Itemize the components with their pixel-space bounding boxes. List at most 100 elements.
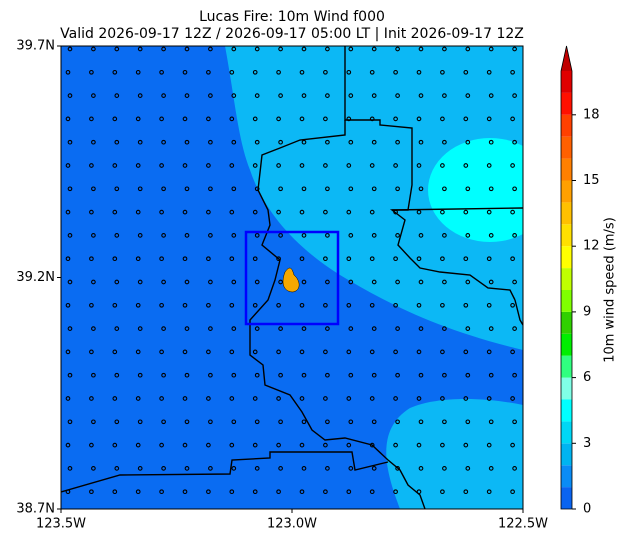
station-dot xyxy=(465,326,471,331)
station-dot xyxy=(301,372,307,378)
station-dot xyxy=(488,186,494,192)
colorbar-band xyxy=(561,311,572,334)
station-dot xyxy=(229,349,235,355)
station-dot xyxy=(91,46,96,52)
station-dot xyxy=(442,326,447,331)
station-dot xyxy=(442,372,447,378)
station-dot xyxy=(395,233,400,238)
station-dot xyxy=(114,372,120,378)
station-dot xyxy=(371,93,377,98)
station-dot xyxy=(65,396,71,401)
station-dot xyxy=(465,233,471,238)
station-dot xyxy=(184,279,190,285)
station-dot xyxy=(393,396,398,401)
station-dot xyxy=(348,233,354,238)
station-dot xyxy=(112,396,118,401)
station-dot xyxy=(161,419,166,425)
station-dot xyxy=(299,256,305,262)
station-dot xyxy=(159,209,164,215)
station-dot xyxy=(369,163,375,168)
station-dot xyxy=(325,466,330,471)
station-dot xyxy=(510,69,515,75)
station-dot xyxy=(323,256,328,262)
station-dot xyxy=(112,163,118,168)
station-dot xyxy=(325,93,330,98)
station-dot xyxy=(371,419,377,425)
station-dot xyxy=(91,326,96,331)
colorbar-band xyxy=(561,355,572,378)
station-dot xyxy=(206,209,211,215)
station-dot xyxy=(301,93,307,98)
station-dot xyxy=(486,256,492,262)
station-dot xyxy=(276,349,281,355)
station-dot xyxy=(137,326,143,331)
chart-title: Lucas Fire: 10m Wind f000 xyxy=(199,9,385,25)
station-dot xyxy=(91,93,96,98)
station-dot xyxy=(512,279,517,285)
station-dot xyxy=(159,256,164,262)
station-dot xyxy=(348,186,354,192)
station-dot xyxy=(416,163,422,168)
station-dot xyxy=(369,69,375,75)
station-dot xyxy=(254,233,260,238)
station-dot xyxy=(206,302,211,308)
station-dot xyxy=(231,279,237,285)
station-dot xyxy=(208,466,213,471)
station-dot xyxy=(416,396,422,401)
station-dot xyxy=(276,256,281,262)
station-dot xyxy=(67,93,73,98)
station-dot xyxy=(323,69,328,75)
colorbar-tick-label: 12 xyxy=(583,239,600,254)
station-dot xyxy=(206,256,211,262)
station-dot xyxy=(486,489,492,495)
station-dot xyxy=(112,209,118,215)
station-dot xyxy=(440,489,445,495)
station-dot xyxy=(440,116,445,122)
colorbar-band xyxy=(561,399,572,422)
station-dot xyxy=(323,442,328,448)
colorbar-extend xyxy=(561,46,572,71)
colorbar-tick-label: 6 xyxy=(583,370,591,385)
station-dot xyxy=(135,209,141,215)
station-dot xyxy=(184,93,190,98)
station-dot xyxy=(299,302,305,308)
station-dot xyxy=(463,349,469,355)
station-dot xyxy=(486,396,492,401)
station-dot xyxy=(67,279,73,285)
station-dot xyxy=(418,46,424,52)
station-dot xyxy=(395,466,400,471)
station-dot xyxy=(488,466,494,471)
station-dot xyxy=(89,116,94,122)
station-dot xyxy=(465,186,471,192)
station-dot xyxy=(137,46,143,52)
station-dot xyxy=(231,419,237,425)
station-dot xyxy=(276,396,281,401)
station-dot xyxy=(135,116,141,122)
station-dot xyxy=(512,233,517,238)
station-dot xyxy=(393,489,398,495)
station-dot xyxy=(137,372,143,378)
station-dot xyxy=(206,489,211,495)
colorbar-tick-label: 9 xyxy=(583,304,591,319)
station-dot xyxy=(440,302,445,308)
station-dot xyxy=(418,326,424,331)
station-dot xyxy=(440,396,445,401)
station-dot xyxy=(278,372,283,378)
station-dot xyxy=(112,69,118,75)
station-dot xyxy=(465,139,471,145)
station-dot xyxy=(325,372,330,378)
station-dot xyxy=(161,372,166,378)
station-dot xyxy=(416,116,422,122)
station-dot xyxy=(137,279,143,285)
station-dot xyxy=(348,326,354,331)
station-dot xyxy=(442,466,447,471)
station-dot xyxy=(254,279,260,285)
station-dot xyxy=(65,256,71,262)
station-dot xyxy=(418,186,424,192)
station-dot xyxy=(369,489,375,495)
colorbar-tick-label: 15 xyxy=(583,173,600,188)
station-dot xyxy=(114,279,120,285)
station-dot xyxy=(137,93,143,98)
station-dot xyxy=(231,466,237,471)
